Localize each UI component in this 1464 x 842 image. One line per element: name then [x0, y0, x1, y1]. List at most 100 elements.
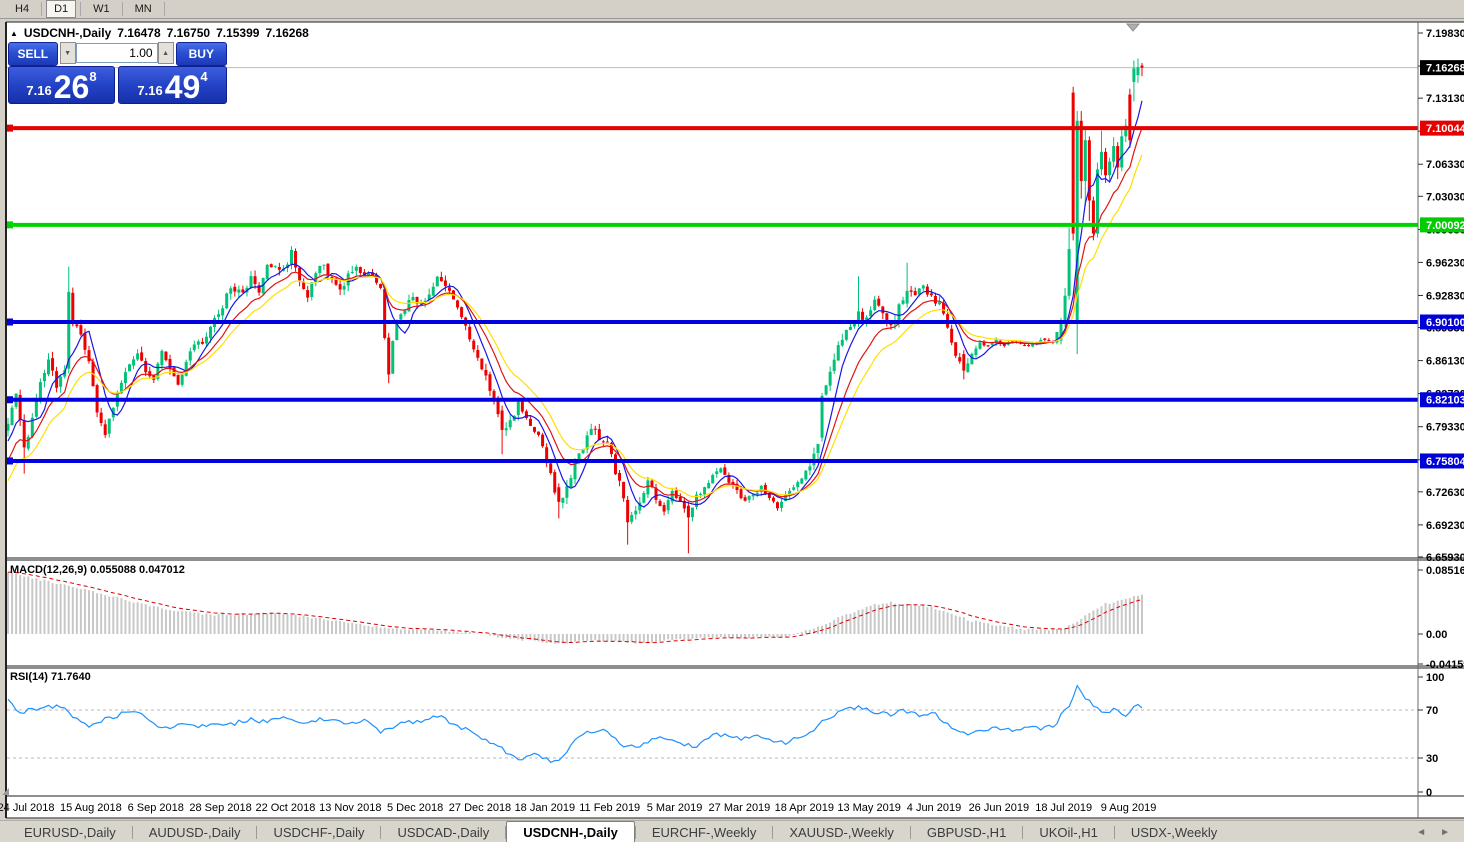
price-badge	[1420, 453, 1464, 469]
tab-separator	[634, 826, 636, 839]
chart-tab-gbpusd[interactable]: GBPUSD-,H1	[926, 825, 1007, 840]
price-tick-label: 7.03030	[1426, 191, 1464, 203]
chart-canvas[interactable]: 7.198307.164307.131307.097307.063307.030…	[0, 0, 1464, 820]
chart-tab-eurusd[interactable]: EURUSD-,Daily	[24, 825, 116, 840]
date-label: 15 Aug 2018	[60, 802, 122, 814]
toolbar-separator	[163, 2, 165, 16]
sell-price-display[interactable]: 7.16 26 8	[8, 66, 115, 104]
date-label: 11 Feb 2019	[579, 802, 640, 814]
tab-separator	[256, 826, 258, 839]
line-handle[interactable]	[7, 396, 13, 404]
date-label: 5 Dec 2018	[387, 802, 443, 814]
price-badge	[1420, 314, 1464, 330]
symbol-header: ▲ USDCNH-,Daily 7.16478 7.16750 7.15399 …	[10, 26, 309, 40]
timeframe-button-h4[interactable]: H4	[15, 3, 30, 15]
tab-separator	[909, 826, 911, 839]
price-badge-label: 6.75804	[1426, 456, 1464, 468]
line-handle[interactable]	[7, 124, 13, 132]
price-badge	[1420, 217, 1464, 233]
chart-tab-usdcad[interactable]: USDCAD-,Daily	[397, 825, 490, 840]
chart-tab-audusd[interactable]: AUDUSD-,Daily	[148, 825, 241, 840]
date-label: 5 Mar 2019	[647, 802, 703, 814]
date-label: 13 May 2019	[837, 802, 901, 814]
collapse-triangle-icon[interactable]: ▲	[10, 28, 18, 38]
moving-average-line	[7, 127, 1143, 503]
macd-axis-label: -0.041597	[1426, 659, 1464, 671]
price-axis[interactable]: 7.198307.164307.131307.097307.063307.030…	[1418, 28, 1464, 799]
buy-price-big: 49	[164, 69, 201, 105]
chart-window-bg	[6, 22, 1464, 818]
price-tick-label: 6.79330	[1426, 422, 1464, 434]
date-label: 18 Jul 2019	[1035, 802, 1092, 814]
tab-scroll-left-icon[interactable]: ◄	[1416, 826, 1427, 838]
moving-average-line	[7, 154, 1143, 498]
chart-tab-xauusd[interactable]: XAUUSD-,Weekly	[789, 825, 894, 840]
buy-button[interactable]: BUY	[175, 42, 227, 66]
pane-resize-grip[interactable]	[2, 788, 9, 795]
date-label: 26 Jun 2019	[969, 802, 1030, 814]
chart-tab-usdcnh[interactable]: USDCNH-,Daily	[506, 821, 635, 842]
volume-input[interactable]	[75, 43, 158, 63]
date-label: 18 Apr 2019	[775, 802, 834, 814]
price-badge-label: 6.82103	[1426, 395, 1464, 407]
price-tick-label: 6.69230	[1426, 520, 1464, 532]
macd-axis-label: 0.00	[1426, 629, 1447, 641]
price-tick-label: 6.96230	[1426, 257, 1464, 269]
rsi-axis-label: 0	[1426, 787, 1432, 799]
chart-tab-usdchf[interactable]: USDCHF-,Daily	[273, 825, 365, 840]
chart-tab-bar: EURUSD-,Daily AUDUSD-,Daily USDCHF-,Daily U…	[0, 820, 1464, 842]
toolbar-separator	[121, 2, 123, 16]
price-tick-label: 6.65930	[1426, 552, 1464, 564]
chevron-down-icon: ▼	[64, 49, 72, 57]
date-label: 6 Sep 2018	[128, 802, 184, 814]
date-label: 9 Aug 2019	[1101, 802, 1157, 814]
sell-price-prefix: 7.16	[26, 83, 52, 98]
chart-tab-usdx[interactable]: USDX-,Weekly	[1130, 825, 1218, 840]
volume-decrease-button[interactable]: ▼	[59, 42, 76, 64]
date-label: 4 Jun 2019	[907, 802, 961, 814]
ohlc-high: 7.16750	[166, 26, 211, 40]
price-tick-label: 6.92830	[1426, 290, 1464, 302]
timeframe-button-mn[interactable]: MN	[134, 3, 152, 15]
toolbar-separator	[80, 2, 82, 16]
chart-shift-marker-icon[interactable]	[1125, 23, 1141, 32]
date-label: 18 Jan 2019	[515, 802, 576, 814]
tab-scroll-right-icon[interactable]: ►	[1440, 826, 1450, 838]
buy-price-prefix: 7.16	[137, 83, 163, 98]
price-tick-label: 7.06330	[1426, 159, 1464, 171]
ohlc-close: 7.16268	[265, 26, 309, 40]
date-label: 27 Dec 2018	[449, 802, 511, 814]
rsi-axis-label: 100	[1426, 672, 1444, 684]
timeframe-toolbar: H4 D1 W1 MN	[0, 0, 1464, 19]
chart-tab-ukoil[interactable]: UKOil-,H1	[1039, 825, 1098, 840]
price-tick-label: 6.72630	[1426, 487, 1464, 499]
tab-separator	[131, 826, 133, 839]
sell-button[interactable]: SELL	[8, 42, 58, 66]
price-tick-label: 7.13130	[1426, 93, 1464, 105]
line-handle[interactable]	[7, 457, 13, 465]
volume-stepper: ▼ ▲	[59, 42, 174, 64]
price-badge	[1420, 120, 1464, 136]
price-tick-label: 7.19830	[1426, 28, 1464, 40]
macd-indicator-label: MACD(12,26,9) 0.055088 0.047012	[10, 564, 185, 576]
price-tick-label: 6.86130	[1426, 356, 1464, 368]
tab-separator	[380, 826, 382, 839]
toolbar-separator	[41, 2, 43, 16]
price-badge-label: 7.10044	[1426, 123, 1464, 135]
date-label: 28 Sep 2018	[189, 802, 251, 814]
timeframe-button-d1[interactable]: D1	[46, 0, 77, 18]
chart-tab-eurchf[interactable]: EURCHF-,Weekly	[651, 825, 757, 840]
line-handle[interactable]	[7, 318, 13, 326]
buy-price-display[interactable]: 7.16 49 4	[118, 66, 227, 104]
timeframe-button-w1[interactable]: W1	[93, 3, 110, 15]
date-axis[interactable]: 24 Jul 2018 15 Aug 2018 6 Sep 2018 28 Sep 2…	[0, 802, 1156, 814]
date-label: 13 Nov 2018	[319, 802, 381, 814]
line-handle[interactable]	[7, 221, 13, 229]
tab-separator	[772, 826, 774, 839]
volume-increase-button[interactable]: ▲	[157, 42, 174, 64]
price-badge	[1420, 392, 1464, 408]
rsi-indicator-label: RSI(14) 71.7640	[10, 671, 91, 683]
buy-price-pip: 4	[200, 69, 208, 84]
tab-separator	[1113, 826, 1115, 839]
